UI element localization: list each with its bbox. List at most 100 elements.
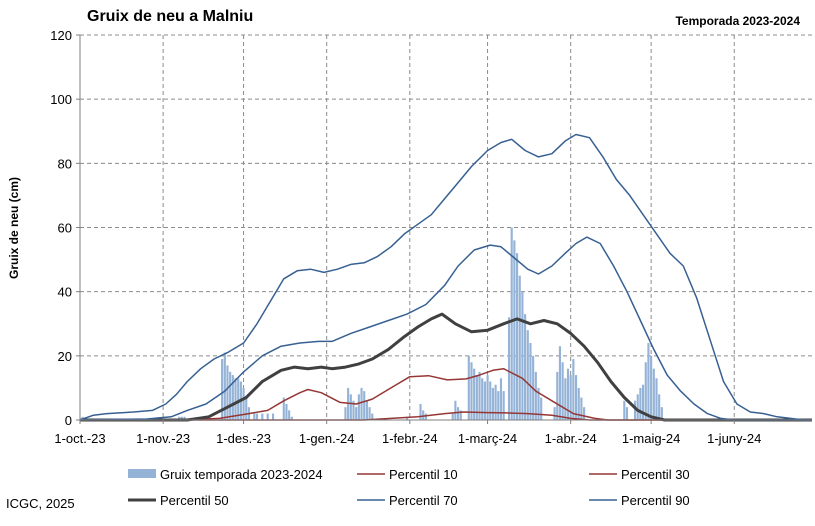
bar (507, 317, 511, 420)
bar (494, 384, 497, 420)
series-line-2 (80, 367, 812, 421)
y-tick-label: 80 (58, 156, 72, 171)
bar (290, 416, 293, 420)
bar (650, 355, 653, 420)
chart-subtitle: Temporada 2023-2024 (675, 14, 800, 28)
bar (633, 400, 637, 420)
bar (253, 413, 256, 420)
x-tick-label: 1-des.-23 (216, 431, 271, 446)
x-tick-label: 1-juny-24 (707, 431, 761, 446)
y-tick-label: 20 (58, 349, 72, 364)
bar (266, 413, 269, 420)
bar (229, 371, 232, 421)
bar (623, 400, 626, 420)
bar (534, 371, 537, 421)
bar (261, 413, 264, 420)
legend-label: Percentil 90 (621, 493, 690, 508)
bar (481, 378, 484, 420)
bar (221, 359, 224, 420)
bar (344, 407, 347, 420)
bar-series (81, 227, 663, 421)
legend-item: Percentil 90 (589, 493, 690, 508)
credit-text: ICGC, 2025 (6, 496, 75, 511)
bar (655, 378, 658, 420)
bar (352, 400, 355, 420)
series-line-3 (80, 312, 812, 422)
bar (639, 387, 642, 420)
y-tick-label: 0 (65, 413, 72, 428)
bar (459, 410, 462, 421)
bar (644, 362, 647, 420)
bar (473, 368, 476, 420)
y-axis-label: Gruix de neu (cm) (7, 177, 21, 279)
legend-label: Gruix temporada 2023-2024 (160, 467, 323, 482)
y-tick-label: 40 (58, 285, 72, 300)
bar (513, 240, 516, 420)
bar (355, 407, 358, 420)
bar (642, 384, 645, 420)
bar (424, 413, 427, 420)
bar (237, 378, 240, 420)
bar (242, 387, 245, 420)
legend-label: Percentil 70 (389, 493, 458, 508)
bar (566, 368, 570, 420)
bar (288, 410, 291, 421)
bar (285, 403, 288, 420)
bar (371, 413, 374, 420)
bar (499, 378, 503, 420)
bar (580, 397, 583, 420)
legend-item: Percentil 70 (357, 493, 458, 508)
bar (526, 330, 529, 420)
y-tick-label: 100 (50, 92, 72, 107)
bar (574, 375, 578, 420)
legend-label: Percentil 50 (160, 493, 229, 508)
line-series (79, 133, 812, 422)
bar (524, 314, 527, 421)
bar (347, 387, 350, 420)
x-tick-label: 1-oct.-23 (54, 431, 105, 446)
bar (561, 362, 564, 420)
legend-item: Percentil 10 (357, 467, 458, 482)
bar (178, 416, 181, 420)
bar (454, 400, 457, 420)
legend-item: Percentil 30 (589, 467, 690, 482)
bar (223, 352, 226, 421)
x-tick-label: 1-març-24 (458, 431, 517, 446)
grid-lines (80, 34, 812, 420)
y-tick-label: 120 (50, 28, 72, 43)
bar (660, 407, 663, 420)
bar (456, 407, 460, 420)
bar (510, 227, 513, 420)
bar (486, 375, 489, 420)
bar (521, 291, 524, 420)
x-tick-label: 1-nov.-23 (136, 431, 190, 446)
bar (422, 410, 425, 421)
y-tick-labels: 0 20 40 60 80 100 120 (50, 28, 72, 428)
bar (365, 400, 368, 420)
bar (658, 394, 661, 420)
bar (540, 397, 543, 420)
y-tick-label: 60 (58, 221, 72, 236)
series-line-1 (80, 411, 812, 421)
bar (419, 403, 422, 420)
bar (572, 359, 575, 420)
bar (652, 368, 655, 420)
bar (564, 378, 567, 420)
bar (577, 387, 580, 420)
bar (518, 275, 521, 421)
x-tick-label: 1-gen.-24 (299, 431, 355, 446)
bar (556, 371, 559, 421)
bar (360, 387, 363, 420)
bar (245, 397, 248, 420)
bar (497, 391, 500, 421)
legend-item: Percentil 50 (128, 493, 229, 508)
legend: Gruix temporada 2023-2024 Percentil 10 Per… (128, 467, 690, 508)
bar (553, 407, 556, 420)
chart-title: Gruix de neu a Malniu (87, 8, 254, 25)
legend-label: Percentil 30 (621, 467, 690, 482)
bar (363, 391, 366, 421)
x-tick-label: 1-maig-24 (622, 431, 681, 446)
bar (502, 391, 505, 421)
bar (636, 394, 639, 420)
